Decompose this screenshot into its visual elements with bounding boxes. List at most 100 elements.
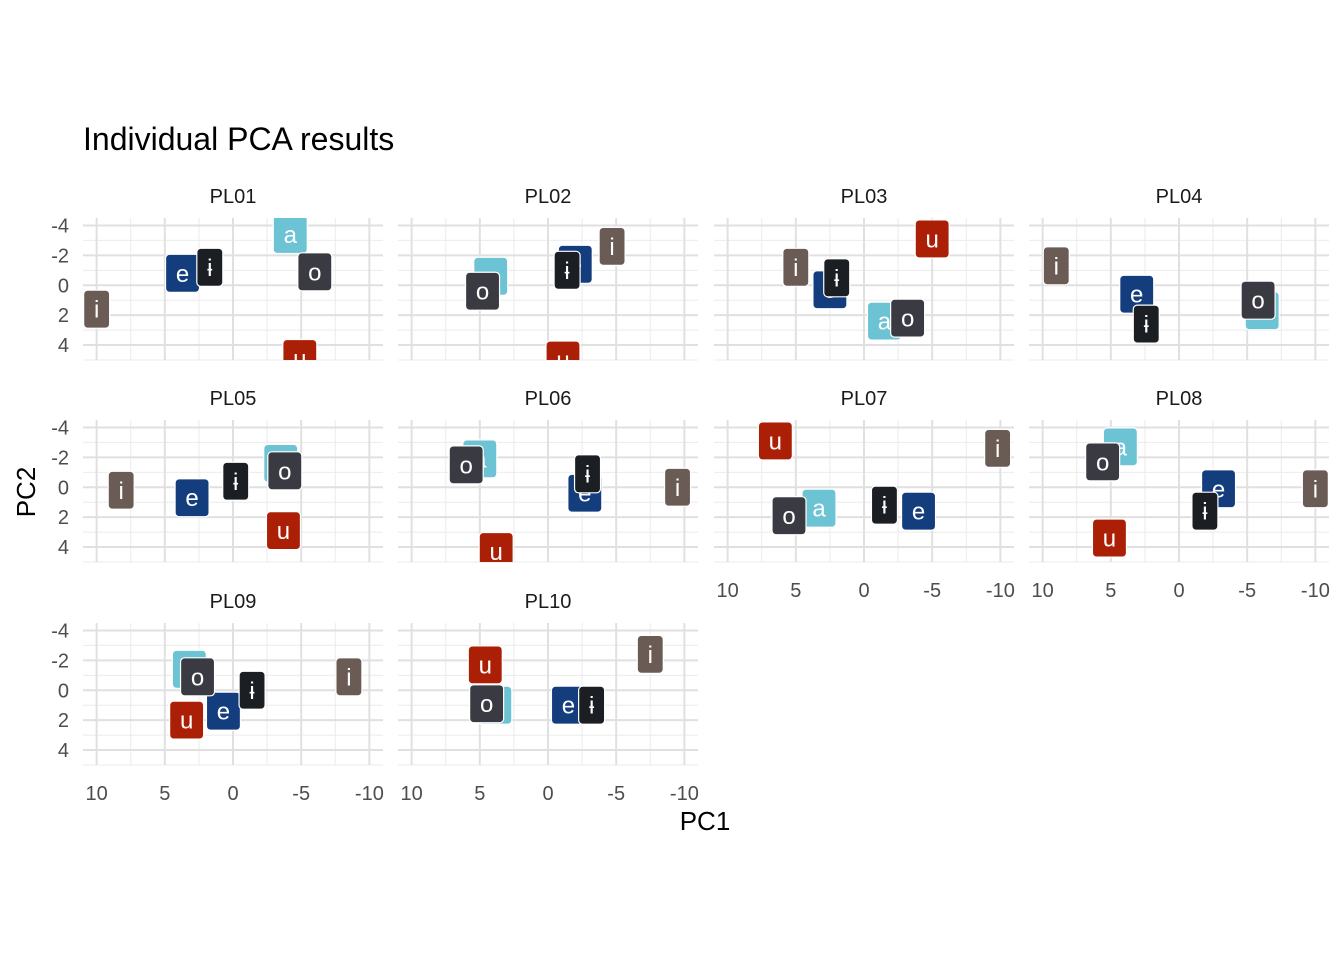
label-box xyxy=(984,428,1012,468)
label-text: ɨ xyxy=(207,255,213,282)
x-tick-label: -5 xyxy=(607,783,625,805)
label-box xyxy=(598,226,626,266)
vowel-label-o: o xyxy=(464,271,501,311)
vowel-label-u: u xyxy=(757,421,793,461)
vowel-label-u: u xyxy=(169,700,205,740)
y-tick-label: -2 xyxy=(51,447,69,469)
y-tick-label: -4 xyxy=(51,620,69,642)
y-tick-label: 0 xyxy=(58,680,69,702)
label-text: u xyxy=(490,539,503,566)
vowel-label-a: a xyxy=(801,488,837,528)
facet-panel-pl03: PL03iaeɨou xyxy=(714,186,1014,361)
x-tick-label: 5 xyxy=(1105,580,1116,602)
label-box xyxy=(205,691,242,731)
facet-strip-label: PL09 xyxy=(210,591,257,613)
label-box xyxy=(179,657,216,697)
x-tick-label: -10 xyxy=(1301,580,1330,602)
vowel-label-o: o xyxy=(890,298,926,338)
vowel-label-i: i xyxy=(663,467,692,507)
y-tick-label: 0 xyxy=(58,275,69,297)
vowel-label-u: u xyxy=(914,219,950,259)
facet-panel-pl01: PL01 -4 -2 0 2 4 i a e ɨ o u xyxy=(51,186,383,373)
facet-strip-label: PL08 xyxy=(1156,388,1203,410)
facet-strip-label: PL10 xyxy=(525,591,572,613)
panels: PL01-4-2024iaeɨouPL02iaeɨouPL03iaeɨouPL0… xyxy=(51,186,1330,805)
label-text: u xyxy=(926,226,939,253)
facet-strip-label: PL01 xyxy=(210,186,257,208)
y-tick-label: 0 xyxy=(58,477,69,499)
label-text: i xyxy=(675,475,680,502)
vowel-label-e: e xyxy=(550,685,587,725)
label-box xyxy=(1191,491,1219,531)
facet-strip-label: PL07 xyxy=(841,388,888,410)
vowel-label-barred-i: ɨ xyxy=(1132,304,1160,344)
facet-strip-label: PL02 xyxy=(525,186,572,208)
label-text: e xyxy=(912,499,925,526)
label-text: ɨ xyxy=(589,693,595,720)
label-text: o xyxy=(480,691,493,718)
label-box xyxy=(335,657,363,697)
x-tick-label: -10 xyxy=(986,580,1015,602)
x-tick-label: 0 xyxy=(858,580,869,602)
vowel-label-barred-i: ɨ xyxy=(222,461,250,501)
x-tick-label: -10 xyxy=(355,783,384,805)
y-tick-label: 4 xyxy=(58,537,69,559)
y-tick-label: 2 xyxy=(58,507,69,529)
facet-panel-pl02: PL02iaeɨou xyxy=(398,186,698,361)
vowel-label-o: o xyxy=(469,684,505,724)
label-box xyxy=(196,247,224,287)
label-box xyxy=(757,421,793,461)
x-tick-label: -5 xyxy=(1238,580,1256,602)
label-text: o xyxy=(901,306,914,333)
vowel-label-e: e xyxy=(900,491,937,531)
vowel-label-i: i xyxy=(107,470,135,510)
label-text: ɨ xyxy=(233,469,239,496)
vowel-label-e: e xyxy=(164,253,201,293)
label-box xyxy=(890,298,926,338)
vowel-label-u: u xyxy=(282,338,318,373)
x-tick-label: 10 xyxy=(1032,580,1054,602)
label-box xyxy=(448,445,484,485)
label-text: o xyxy=(476,279,489,306)
label-box xyxy=(1301,469,1329,509)
label-text: u xyxy=(293,346,306,373)
label-text: o xyxy=(308,259,321,286)
label-text: ɨ xyxy=(1144,312,1150,339)
label-box xyxy=(265,511,302,551)
label-text: a xyxy=(878,309,892,336)
label-box xyxy=(282,338,318,360)
label-text: o xyxy=(1096,449,1109,476)
label-text: i xyxy=(119,478,124,505)
label-box xyxy=(1132,304,1160,344)
facet-strip-label: PL04 xyxy=(1156,186,1203,208)
label-text: a xyxy=(284,222,298,249)
label-box xyxy=(272,218,308,255)
y-tick-label: -4 xyxy=(51,215,69,237)
label-box xyxy=(478,531,514,562)
x-tick-label: 10 xyxy=(401,783,423,805)
facet-strip-label: PL05 xyxy=(210,388,257,410)
x-tick-label: 0 xyxy=(1173,580,1184,602)
vowel-label-barred-i: ɨ xyxy=(238,670,266,710)
label-text: e xyxy=(176,261,189,288)
label-text: e xyxy=(562,693,575,720)
vowel-label-barred-i: ɨ xyxy=(823,258,851,298)
label-box xyxy=(297,252,333,292)
facet-panel-pl04: PL04iaeɨo xyxy=(1029,186,1329,361)
vowel-label-barred-i: ɨ xyxy=(870,485,899,525)
vowel-label-o: o xyxy=(297,252,333,292)
y-tick-label: 4 xyxy=(58,335,69,357)
vowel-label-o: o xyxy=(1240,280,1276,320)
vowel-label-u: u xyxy=(545,340,581,360)
vowel-label-o: o xyxy=(267,451,303,491)
label-text: o xyxy=(782,503,795,530)
label-box xyxy=(553,250,581,290)
label-text: ɨ xyxy=(564,258,570,285)
label-text: i xyxy=(1054,253,1059,280)
